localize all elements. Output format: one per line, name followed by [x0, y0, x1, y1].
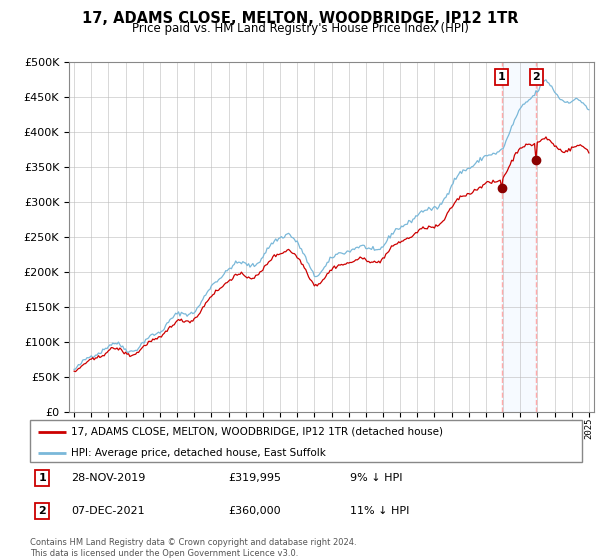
- Text: 9% ↓ HPI: 9% ↓ HPI: [350, 473, 403, 483]
- Text: £360,000: £360,000: [229, 506, 281, 516]
- Text: 2: 2: [38, 506, 46, 516]
- Text: 2: 2: [532, 72, 540, 82]
- Bar: [502, 62, 536, 412]
- Text: 17, ADAMS CLOSE, MELTON, WOODBRIDGE, IP12 1TR (detached house): 17, ADAMS CLOSE, MELTON, WOODBRIDGE, IP1…: [71, 427, 443, 437]
- Text: 1: 1: [38, 473, 46, 483]
- Text: 11% ↓ HPI: 11% ↓ HPI: [350, 506, 410, 516]
- Text: HPI: Average price, detached house, East Suffolk: HPI: Average price, detached house, East…: [71, 448, 326, 458]
- Text: £319,995: £319,995: [229, 473, 282, 483]
- Text: 07-DEC-2021: 07-DEC-2021: [71, 506, 145, 516]
- Text: Contains HM Land Registry data © Crown copyright and database right 2024.
This d: Contains HM Land Registry data © Crown c…: [30, 538, 356, 558]
- Text: 28-NOV-2019: 28-NOV-2019: [71, 473, 146, 483]
- Text: Price paid vs. HM Land Registry's House Price Index (HPI): Price paid vs. HM Land Registry's House …: [131, 22, 469, 35]
- Text: 17, ADAMS CLOSE, MELTON, WOODBRIDGE, IP12 1TR: 17, ADAMS CLOSE, MELTON, WOODBRIDGE, IP1…: [82, 11, 518, 26]
- Text: 1: 1: [497, 72, 505, 82]
